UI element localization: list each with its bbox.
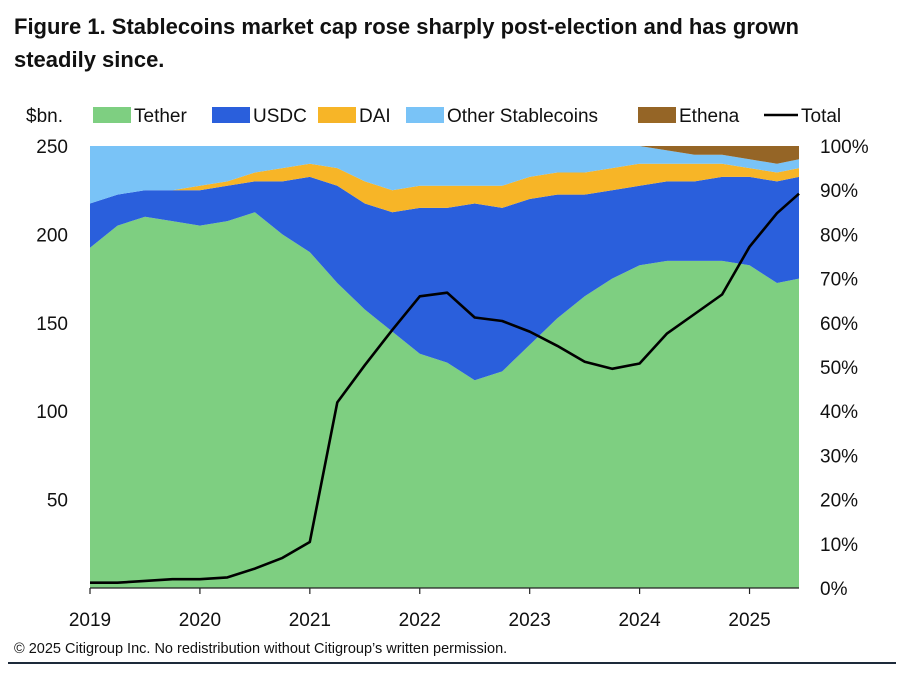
left-tick-label: 250: [36, 137, 68, 158]
right-tick-label: 30%: [820, 446, 858, 467]
legend-label: Total: [801, 106, 841, 127]
legend-swatch: [93, 107, 131, 123]
x-tick-label: 2021: [289, 610, 331, 631]
legend-label: DAI: [359, 106, 391, 127]
right-tick-label: 70%: [820, 270, 858, 291]
area-ethena: [90, 146, 799, 164]
right-tick-label: 20%: [820, 491, 858, 512]
left-tick-label: 150: [36, 314, 68, 335]
right-tick-label: 60%: [820, 314, 858, 335]
x-tick-label: 2023: [509, 610, 551, 631]
copyright-footer: © 2025 Citigroup Inc. No redistribution …: [14, 641, 508, 657]
area-dai: [90, 163, 799, 213]
x-tick-label: 2024: [618, 610, 661, 631]
x-tick-label: 2025: [728, 610, 770, 631]
total-line: [90, 192, 800, 584]
right-tick-label: 40%: [820, 402, 858, 423]
legend-label: Ethena: [679, 106, 740, 127]
right-tick-label: 100%: [820, 137, 869, 158]
area-usdc: [90, 176, 799, 381]
legend-swatch: [212, 107, 250, 123]
left-tick-label: 50: [47, 491, 68, 512]
legend-label: USDC: [253, 106, 307, 127]
chart-title: Figure 1. Stablecoins market cap rose sh…: [14, 14, 799, 72]
x-tick-label: 2019: [69, 610, 111, 631]
right-tick-label: 80%: [820, 225, 858, 246]
legend-swatch: [406, 107, 444, 123]
legend-swatch: [638, 107, 676, 123]
x-tick-label: 2020: [179, 610, 221, 631]
stablecoin-chart: 2019 2020 2021 2022 2023 2024 2025 50 100 150 200 2…: [26, 106, 869, 631]
area-tether: [90, 212, 799, 589]
x-tick-label: 2022: [399, 610, 441, 631]
legend-label: Tether: [134, 106, 187, 127]
legend-swatch: [318, 107, 356, 123]
right-tick-label: 0%: [820, 579, 848, 600]
left-tick-label: 100: [36, 402, 68, 423]
right-tick-label: 50%: [820, 358, 858, 379]
legend-label: Other Stablecoins: [447, 106, 598, 127]
area-other-stablecoins: [90, 146, 799, 204]
footer-rule: [8, 662, 896, 664]
left-tick-label: 200: [36, 225, 68, 246]
left-axis-label: $bn.: [26, 106, 63, 127]
right-tick-label: 10%: [820, 535, 858, 556]
right-tick-label: 90%: [820, 181, 858, 202]
